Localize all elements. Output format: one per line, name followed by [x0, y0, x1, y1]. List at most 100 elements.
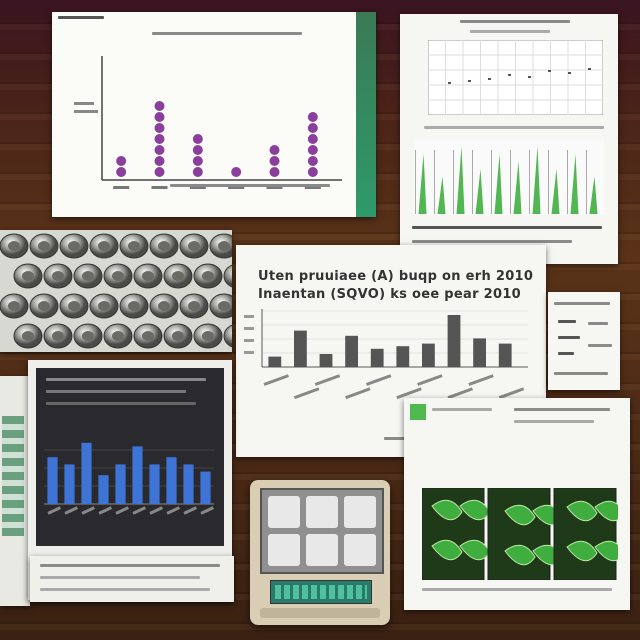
note-line [554, 302, 610, 305]
green-spike [418, 154, 427, 214]
blob-hole [218, 301, 230, 311]
x-tick-label [345, 387, 371, 400]
blob-hole [22, 331, 34, 341]
purple-dot [116, 156, 127, 166]
blob-hole [202, 271, 214, 281]
blob-hole [68, 301, 80, 311]
y-tick-label [244, 327, 254, 330]
bottom-scribble-2 [412, 240, 572, 243]
purple-dot [116, 167, 127, 177]
purple-dot [307, 123, 318, 133]
blob-hole [98, 241, 110, 251]
purple-dot [192, 167, 203, 177]
bar [396, 346, 410, 367]
x-tick-label [183, 506, 197, 515]
data-point [488, 78, 491, 80]
data-point [548, 70, 551, 72]
green-leaf [594, 540, 618, 562]
green-spike [437, 176, 446, 214]
blob-hole [172, 331, 184, 341]
blob-hole [188, 301, 200, 311]
bar [370, 348, 384, 367]
green-leaf [566, 500, 598, 522]
line-and-spike-chart-sheet [400, 14, 618, 264]
leaf-footer-scribble [422, 588, 612, 591]
purple-dot [192, 145, 203, 155]
blue-bar [166, 457, 177, 504]
blob-hole [202, 331, 214, 341]
blue-bar [200, 471, 211, 504]
bar [319, 354, 333, 367]
leaf-header-scribble [514, 408, 610, 411]
right-notes-sheet [548, 292, 620, 390]
blob-hole [8, 301, 20, 311]
purple-dot-chart-sheet [52, 12, 376, 217]
x-tick-label [113, 186, 130, 189]
top-scribble-2 [470, 30, 550, 33]
blue-bar [98, 475, 109, 504]
blob-hole [218, 241, 230, 251]
purple-dot-plot [74, 56, 342, 189]
blob-hole [128, 241, 140, 251]
note-line [558, 320, 576, 323]
x-axis-label-scribble [170, 184, 330, 187]
screen-tile [268, 496, 300, 528]
bar [473, 338, 486, 367]
blue-bar [132, 446, 143, 504]
blob-hole [112, 331, 124, 341]
data-point [568, 72, 571, 74]
data-point [508, 74, 511, 76]
x-tick-label [293, 387, 320, 400]
x-axis-title-scribble [384, 437, 412, 440]
x-tick-label [64, 506, 78, 515]
x-tick-label [417, 374, 443, 386]
blob-hole [158, 301, 170, 311]
blue-bar [149, 464, 160, 504]
blob-hole [188, 241, 200, 251]
purple-dot [192, 134, 203, 144]
x-tick-label [166, 506, 180, 515]
purple-dot [231, 167, 242, 177]
purple-dot [307, 145, 318, 155]
blob-hole [68, 241, 80, 251]
keyboard-keys [275, 585, 367, 599]
purple-dot [269, 167, 280, 177]
x-tick-label [200, 506, 214, 515]
green-leaf [431, 539, 463, 561]
x-tick-label [447, 387, 473, 400]
tablet-device [250, 480, 390, 625]
chart-headline-line2: Inaentan (SQVO) ks oee pear 2010 [258, 287, 522, 302]
blue-bar [64, 464, 75, 504]
table-line [40, 564, 220, 567]
left-edge-sheet [0, 376, 30, 606]
grid-line-chart [428, 40, 603, 115]
note-line [588, 344, 612, 347]
blob-hole [128, 301, 140, 311]
green-square-icon [410, 404, 426, 420]
blob-hole [52, 331, 64, 341]
panel-title-scribble [46, 378, 206, 381]
blob-hole [8, 241, 20, 251]
x-tick-label [365, 374, 392, 386]
data-point [588, 68, 591, 70]
y-axis-label [74, 110, 98, 113]
blob-hole [82, 271, 94, 281]
green-spike-chart [414, 140, 604, 215]
green-spike [494, 154, 503, 214]
purple-dot [154, 167, 165, 177]
green-edge-strip [356, 12, 376, 217]
metallic-blob-pattern [0, 233, 232, 349]
tablet-stand [260, 608, 380, 618]
blob-hole [38, 241, 50, 251]
metallic-blob [223, 264, 232, 288]
table-line [40, 588, 210, 591]
x-tick-label [498, 387, 525, 400]
purple-dot [269, 156, 280, 166]
data-point [528, 76, 531, 78]
purple-dot [307, 156, 318, 166]
blob-hole [52, 271, 64, 281]
chart-headline-line1: Uten pruuiaee (A) buqp on erh 2010 [258, 269, 534, 284]
green-spike [475, 169, 484, 214]
purple-dot [307, 112, 318, 122]
blue-bar [115, 464, 126, 504]
